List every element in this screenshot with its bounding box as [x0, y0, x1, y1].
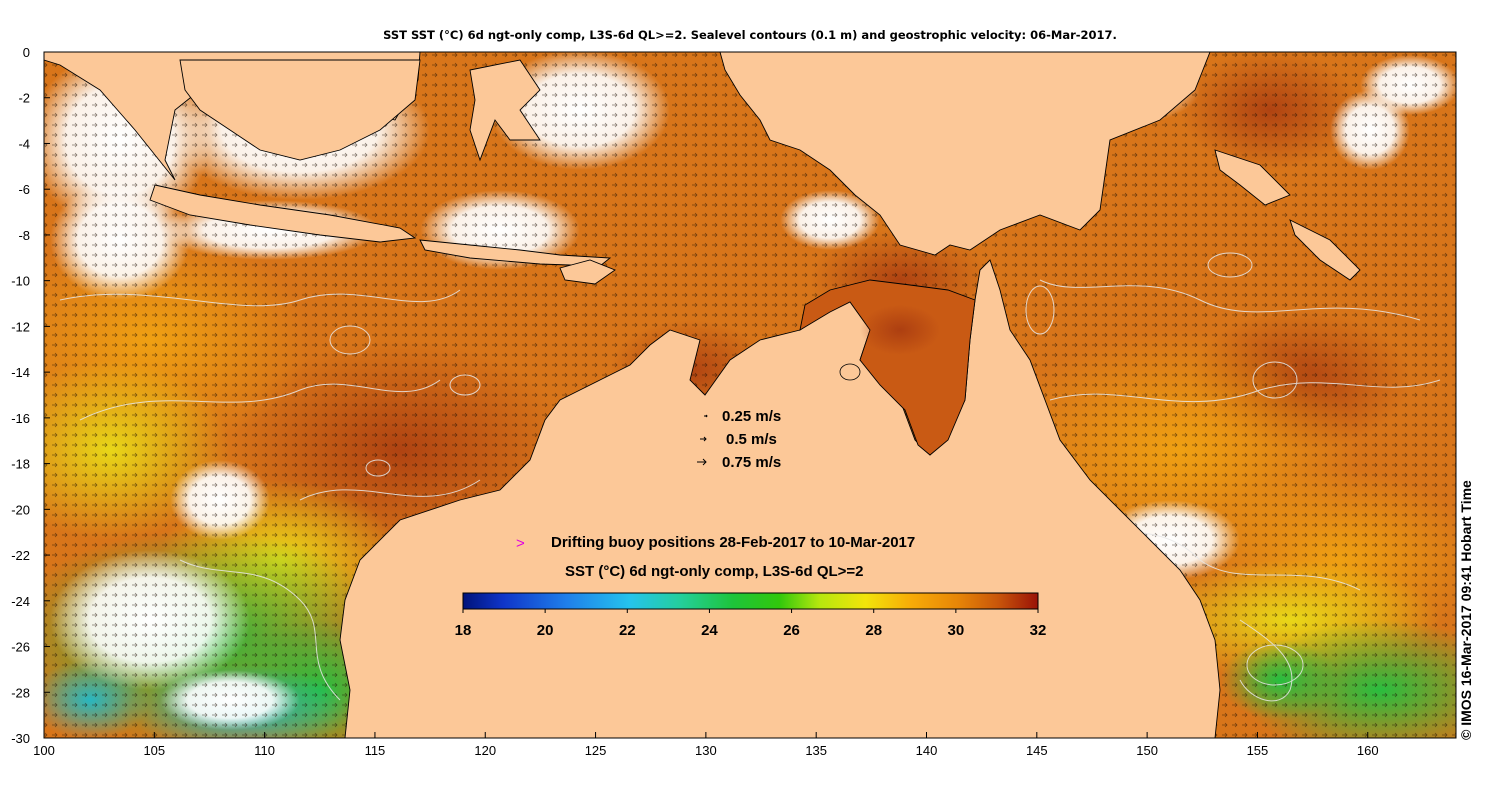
colorbar-tick-label: 18: [455, 622, 472, 639]
buoy-symbol: >: [516, 535, 525, 552]
colorbar-tick-label: 20: [537, 622, 554, 639]
y-tick-label: -16: [11, 411, 30, 426]
land-borneo: [179, 59, 421, 161]
buoy-legend-label: Drifting buoy positions 28-Feb-2017 to 1…: [551, 534, 915, 551]
colorbar-tick-label: 32: [1030, 622, 1047, 639]
sealevel-contours: [59, 252, 1441, 702]
land: [44, 52, 1361, 738]
x-tick-label: 110: [254, 743, 275, 758]
x-tick-label: 115: [365, 743, 386, 758]
colorbar-tick-label: 30: [948, 622, 965, 639]
land-groote: [839, 363, 861, 381]
x-tick-label: 150: [1136, 743, 1158, 758]
y-axis: 0 -2 -4 -6 -8 -10 -12 -14 -16 -18 -20 -22 -24 -26 -28 -…: [11, 45, 50, 746]
colorbar-ticks: 18 20 22 24 26 28 30 32: [455, 609, 1047, 639]
y-tick-label: -2: [18, 91, 30, 106]
y-tick-label: -14: [11, 365, 30, 380]
land-timor: [559, 259, 616, 285]
colorbar-tick-label: 28: [865, 622, 882, 639]
land-sulawesi: [469, 59, 541, 162]
credit-text: © IMOS 16-Mar-2017 09:41 Hobart Time: [1458, 480, 1474, 740]
x-tick-label: 140: [916, 743, 938, 758]
x-tick-label: 105: [143, 743, 165, 758]
land-lesser-sunda: [419, 239, 612, 267]
velocity-label-05: 0.5 m/s: [726, 431, 777, 448]
x-tick-label: 155: [1247, 743, 1269, 758]
x-tick-label: 125: [585, 743, 607, 758]
y-tick-label: -28: [11, 685, 30, 700]
colorbar-title: SST (°C) 6d ngt-only comp, L3S-6d QL>=2: [565, 563, 864, 580]
land-new-britain: [1214, 149, 1291, 206]
velocity-label-025: 0.25 m/s: [722, 408, 781, 425]
land-java: [149, 184, 417, 243]
y-tick-label: -6: [18, 182, 30, 197]
x-tick-label: 100: [33, 743, 55, 758]
x-tick-label: 135: [805, 743, 827, 758]
y-tick-label: -22: [11, 548, 30, 563]
arrow-05: [700, 436, 707, 442]
y-tick-label: -26: [11, 640, 30, 655]
velocity-legend: 0.25 m/s 0.5 m/s 0.75 m/s: [697, 408, 781, 471]
colorbar-tick-label: 26: [783, 622, 800, 639]
colorbar-tick-label: 24: [701, 622, 718, 639]
y-tick-label: -12: [11, 319, 30, 334]
colorbar: [462, 592, 1039, 610]
plot-frame: [43, 51, 1457, 739]
arrow-075: [697, 458, 707, 466]
x-tick-label: 120: [474, 743, 496, 758]
land-solomon: [1289, 219, 1361, 281]
x-tick-label: 130: [695, 743, 717, 758]
land-new-guinea: [719, 52, 1211, 256]
map-plot-area: [44, 52, 1456, 738]
x-axis: 100 105 110 115 120 125 130 135 140 145 150 155 160: [33, 732, 1379, 758]
velocity-label-075: 0.75 m/s: [722, 454, 781, 471]
y-tick-label: -8: [18, 228, 30, 243]
x-tick-label: 160: [1357, 743, 1379, 758]
y-tick-label: -4: [18, 136, 30, 151]
y-tick-label: -30: [11, 731, 30, 746]
map-title: SST SST (°C) 6d ngt-only comp, L3S-6d QL…: [383, 28, 1117, 42]
colorbar-tick-label: 22: [619, 622, 636, 639]
x-tick-label: 145: [1026, 743, 1048, 758]
y-tick-label: -20: [11, 502, 30, 517]
y-tick-label: -10: [11, 274, 30, 289]
y-tick-label: -18: [11, 457, 30, 472]
y-tick-label: -24: [11, 594, 30, 609]
arrow-025: [704, 414, 708, 418]
hot-patch: [860, 305, 940, 355]
y-tick-label: 0: [23, 45, 30, 60]
